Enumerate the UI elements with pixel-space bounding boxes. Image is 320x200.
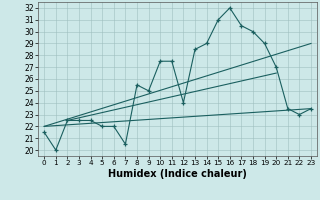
X-axis label: Humidex (Indice chaleur): Humidex (Indice chaleur)	[108, 169, 247, 179]
